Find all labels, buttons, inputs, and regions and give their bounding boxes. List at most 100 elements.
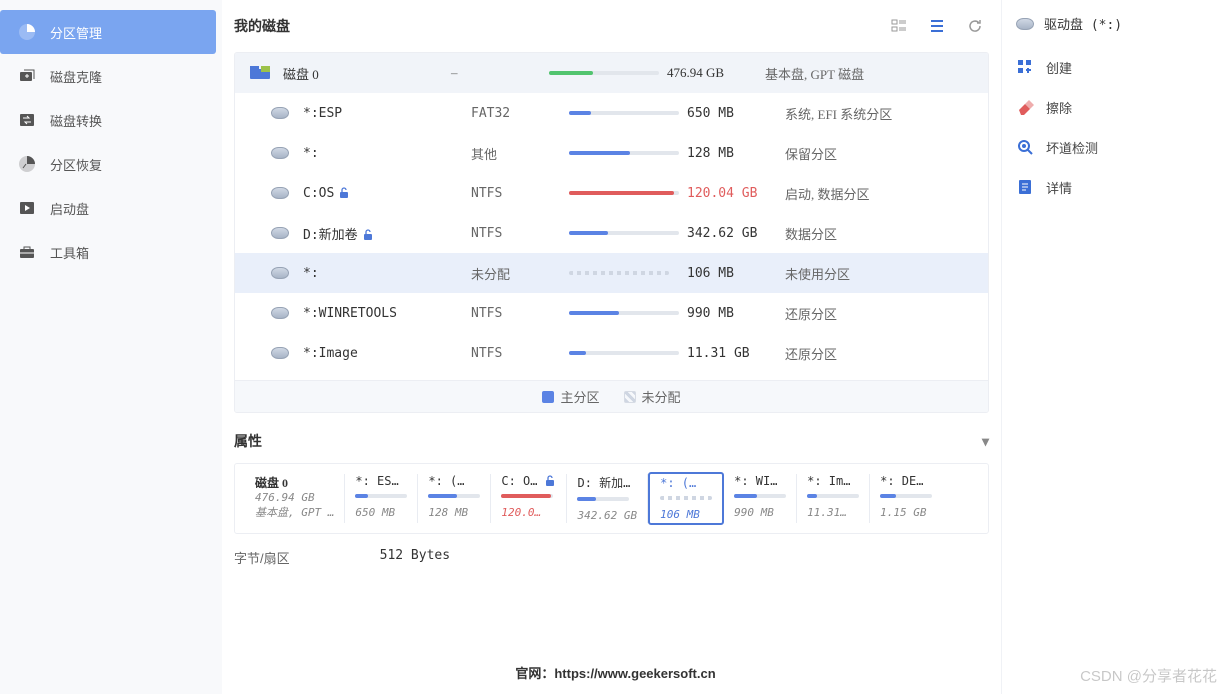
properties-panel: 属性 ▾ 磁盘 0476.94 GB基本盘, GPT …*: ES…650 MB… bbox=[234, 431, 989, 567]
strip-disk-head[interactable]: 磁盘 0476.94 GB基本盘, GPT … bbox=[245, 474, 345, 523]
partition-row[interactable]: *:WINRETOOLSNTFS990 MB还原分区 bbox=[235, 293, 988, 333]
partition-row[interactable]: *: 其他 128 MB 保留分区 bbox=[235, 133, 988, 173]
partition-icon bbox=[245, 347, 295, 359]
strip-part-size: 106 MB bbox=[660, 508, 712, 521]
action-create[interactable]: 创建 bbox=[1016, 47, 1217, 87]
list-view-icon[interactable] bbox=[923, 12, 951, 40]
partition-info: 启动, 数据分区 bbox=[785, 184, 978, 203]
partition-fs: NTFS bbox=[471, 306, 561, 321]
partition-icon bbox=[245, 187, 295, 199]
strip-partition[interactable]: *: DE…1.15 GB bbox=[870, 474, 942, 523]
nav-item-pie[interactable]: 分区管理 bbox=[0, 10, 216, 54]
clone-icon bbox=[18, 67, 36, 85]
nav-item-clone[interactable]: 磁盘克隆 bbox=[0, 54, 222, 98]
nav-label: 启动盘 bbox=[50, 199, 89, 218]
nav-item-convert[interactable]: 磁盘转换 bbox=[0, 98, 222, 142]
partition-name: *: bbox=[303, 146, 463, 161]
partition-size: 650 MB bbox=[687, 106, 777, 121]
strip-part-size: 120.0… bbox=[501, 506, 556, 519]
partition-size: 120.04 GB bbox=[687, 186, 777, 201]
nav-label: 分区恢复 bbox=[50, 155, 102, 174]
partition-row[interactable]: *:ImageNTFS11.31 GB还原分区 bbox=[235, 333, 988, 373]
partition-name: C:OS bbox=[303, 186, 463, 201]
nav-label: 磁盘克隆 bbox=[50, 67, 102, 86]
strip-partition[interactable]: *: (… 106 MB bbox=[648, 472, 724, 525]
strip-part-size: 342.62 GB bbox=[577, 509, 637, 522]
partition-row[interactable]: *:未分配106 MB未使用分区 bbox=[235, 253, 988, 293]
grid-view-icon[interactable] bbox=[885, 12, 913, 40]
partition-row[interactable]: C:OSNTFS120.04 GB启动, 数据分区 bbox=[235, 173, 988, 213]
partition-info: 还原分区 bbox=[785, 304, 978, 323]
strip-part-title: *: (… bbox=[660, 476, 712, 490]
strip-partition[interactable]: D: 新加… 342.62 GB bbox=[567, 474, 648, 523]
partition-fs: NTFS bbox=[471, 346, 561, 361]
nav-item-recover[interactable]: 分区恢复 bbox=[0, 142, 222, 186]
action-scan[interactable]: 坏道检测 bbox=[1016, 127, 1217, 167]
partition-size: 342.62 GB bbox=[687, 226, 777, 241]
strip-part-title: *: (… bbox=[428, 474, 480, 488]
strip-partition[interactable]: *: ES…650 MB bbox=[345, 474, 418, 523]
partition-info: 未使用分区 bbox=[785, 264, 978, 283]
nav-item-toolbox[interactable]: 工具箱 bbox=[0, 230, 222, 274]
partition-icon bbox=[245, 307, 295, 319]
strip-partition[interactable]: *: Im…11.31… bbox=[797, 474, 870, 523]
page-title: 我的磁盘 bbox=[234, 16, 875, 36]
strip-partition[interactable]: C: O… 120.0… bbox=[491, 474, 567, 523]
usage-bar bbox=[569, 111, 679, 115]
refresh-icon[interactable] bbox=[961, 12, 989, 40]
partition-size: 106 MB bbox=[687, 266, 777, 281]
sector-size: 字节/扇区 512 Bytes bbox=[234, 548, 989, 567]
partition-row[interactable]: *:ESPFAT32650 MB系统, EFI 系统分区 bbox=[235, 93, 988, 133]
partition-icon bbox=[245, 147, 295, 159]
partition-name: *:WINRETOOLS bbox=[303, 306, 463, 321]
collapse-icon[interactable]: ▾ bbox=[982, 433, 989, 450]
nav-label: 工具箱 bbox=[50, 243, 89, 262]
right-panel: 驱动盘 (*:) 创建擦除坏道检测详情 bbox=[1001, 0, 1231, 694]
partition-info: 系统, EFI 系统分区 bbox=[785, 104, 978, 123]
partition-fs: NTFS bbox=[471, 226, 561, 241]
partition-icon bbox=[245, 107, 295, 119]
pie-icon bbox=[18, 23, 36, 41]
strip-part-size: 990 MB bbox=[734, 506, 786, 519]
strip-part-size: 128 MB bbox=[428, 506, 480, 519]
action-erase[interactable]: 擦除 bbox=[1016, 87, 1217, 127]
disk-table: 磁盘 0–476.94 GB基本盘, GPT 磁盘*:ESPFAT32650 M… bbox=[234, 52, 989, 413]
partition-info: 还原分区 bbox=[785, 344, 978, 363]
strip-part-title: D: 新加… bbox=[577, 474, 635, 491]
usage-bar bbox=[569, 271, 679, 275]
action-details[interactable]: 详情 bbox=[1016, 167, 1217, 207]
usage-bar bbox=[549, 71, 659, 75]
strip-partition[interactable]: *: WI… 990 MB bbox=[724, 474, 797, 523]
strip-part-title: *: Im… bbox=[807, 474, 859, 488]
strip-part-title: *: WI… bbox=[734, 474, 786, 488]
action-label: 擦除 bbox=[1046, 98, 1072, 117]
partition-info: 数据分区 bbox=[785, 224, 978, 243]
action-label: 详情 bbox=[1046, 178, 1072, 197]
convert-icon bbox=[18, 111, 36, 129]
usage-bar bbox=[569, 151, 679, 155]
strip-part-title: C: O… bbox=[501, 474, 556, 488]
nav-item-boot[interactable]: 启动盘 bbox=[0, 186, 222, 230]
footer: 官网：https://www.geekersoft.cn bbox=[0, 663, 1231, 682]
erase-icon bbox=[1016, 98, 1034, 116]
legend: 主分区 未分配 bbox=[235, 380, 988, 412]
partition-size: 128 MB bbox=[687, 146, 777, 161]
create-icon bbox=[1016, 58, 1034, 76]
strip-part-title: *: DE… bbox=[880, 474, 932, 488]
disk-header-row[interactable]: 磁盘 0–476.94 GB基本盘, GPT 磁盘 bbox=[235, 53, 988, 93]
partition-fs: 其他 bbox=[471, 144, 561, 163]
partition-name: *:Image bbox=[303, 346, 463, 361]
partition-strip: 磁盘 0476.94 GB基本盘, GPT …*: ES…650 MB*: (…… bbox=[234, 463, 989, 534]
disk-fs: – bbox=[451, 65, 541, 81]
left-sidebar: 分区管理磁盘克隆磁盘转换分区恢复启动盘工具箱 bbox=[0, 0, 222, 694]
disk-icon bbox=[245, 65, 275, 81]
legend-primary: 主分区 bbox=[542, 387, 599, 406]
partition-info: 保留分区 bbox=[785, 144, 978, 163]
strip-partition[interactable]: *: (… 128 MB bbox=[418, 474, 491, 523]
recover-icon bbox=[18, 155, 36, 173]
partition-name: D:新加卷 bbox=[303, 224, 463, 243]
partition-row[interactable]: D:新加卷 NTFS 342.62 GB 数据分区 bbox=[235, 213, 988, 253]
boot-icon bbox=[18, 199, 36, 217]
partition-fs: FAT32 bbox=[471, 106, 561, 121]
disk-name: 磁盘 0 bbox=[283, 64, 443, 83]
